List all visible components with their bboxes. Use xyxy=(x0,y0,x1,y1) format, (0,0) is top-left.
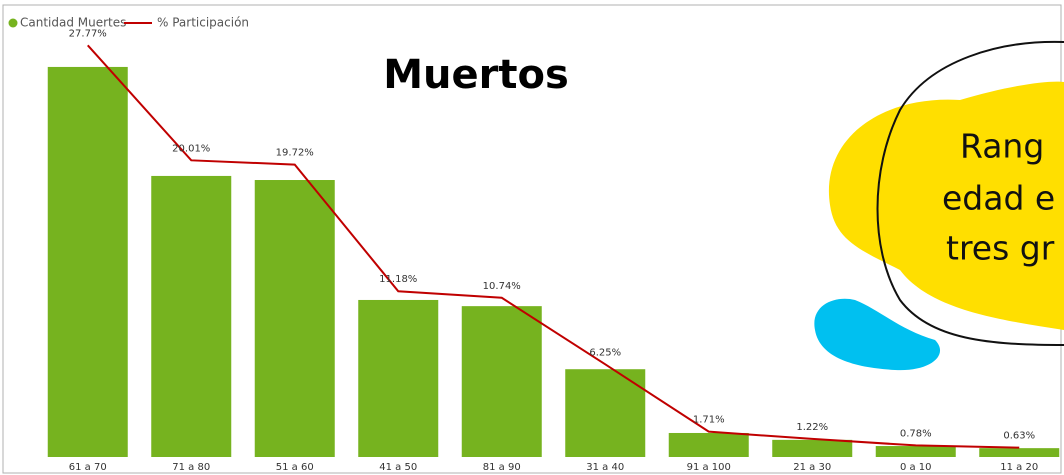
x-tick-label: 81 a 90 xyxy=(483,462,521,473)
data-label: 19.72% xyxy=(276,148,314,159)
annotation: edad e xyxy=(942,179,1055,218)
chart: Cantidad Muertes % Participación Muertos… xyxy=(0,0,1064,475)
bar xyxy=(255,180,335,457)
x-tick-label: 31 a 40 xyxy=(586,462,624,473)
legend-label: % Participación xyxy=(157,16,249,30)
bar xyxy=(772,440,852,457)
bar xyxy=(669,433,749,457)
x-tick-label: 0 a 10 xyxy=(900,462,932,473)
annotation: tres gr xyxy=(946,229,1055,268)
x-tick-label: 51 a 60 xyxy=(276,462,314,473)
chart-title: Muertos xyxy=(383,52,569,98)
x-tick-label: 21 a 30 xyxy=(793,462,831,473)
bar xyxy=(462,306,542,457)
x-tick-label: 91 a 100 xyxy=(687,462,731,473)
blue-blob xyxy=(814,299,940,370)
bar xyxy=(151,176,231,457)
data-label: 10.74% xyxy=(483,281,521,292)
data-label: 1.71% xyxy=(693,415,725,426)
data-label: 27.77% xyxy=(69,28,107,39)
data-label: 1.22% xyxy=(796,422,828,433)
x-tick-label: 71 a 80 xyxy=(172,462,210,473)
bar xyxy=(979,448,1059,457)
callout: Rang edad e tres gr xyxy=(814,42,1064,370)
data-label: 6.25% xyxy=(589,347,621,358)
bar xyxy=(358,300,438,457)
bar xyxy=(48,67,128,457)
data-label: 11.18% xyxy=(379,274,417,285)
annotation: Rang xyxy=(960,127,1044,166)
legend-swatch xyxy=(9,19,18,28)
bar xyxy=(876,446,956,457)
x-tick-label: 11 a 20 xyxy=(1000,462,1038,473)
data-label: 0.63% xyxy=(1003,431,1035,442)
data-label: 0.78% xyxy=(900,428,932,439)
x-tick-label: 41 a 50 xyxy=(379,462,417,473)
data-label: 20.01% xyxy=(172,143,210,154)
x-tick-label: 61 a 70 xyxy=(69,462,107,473)
